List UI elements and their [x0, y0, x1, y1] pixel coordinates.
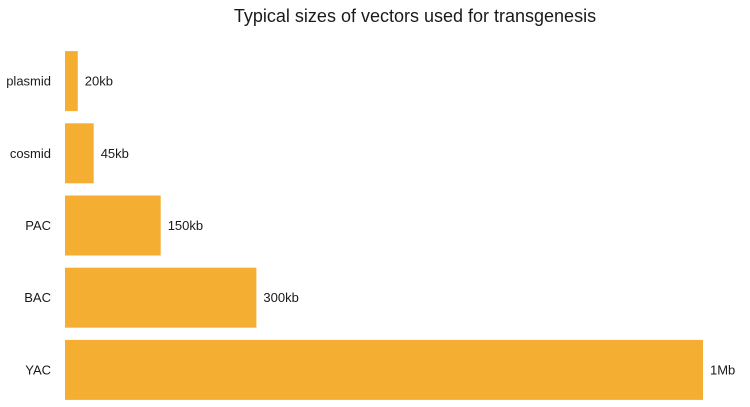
y-axis-tick-labels: plasmid cosmid PAC BAC YAC [6, 74, 51, 378]
data-label-yac: 1Mb [710, 362, 735, 377]
y-tick-label-plasmid: plasmid [6, 74, 51, 89]
chart-title: Typical sizes of vectors used for transg… [234, 6, 596, 26]
y-tick-label-yac: YAC [25, 362, 51, 377]
y-tick-label-cosmid: cosmid [10, 146, 51, 161]
bar-plasmid [65, 51, 78, 112]
data-label-pac: 150kb [168, 218, 203, 233]
data-labels: 20kb 45kb 150kb 300kb 1Mb [85, 74, 736, 378]
data-label-bac: 300kb [263, 290, 298, 305]
bar-bac [65, 267, 257, 328]
data-label-plasmid: 20kb [85, 74, 113, 89]
bar-cosmid [65, 123, 94, 184]
data-label-cosmid: 45kb [101, 146, 129, 161]
y-tick-label-pac: PAC [25, 218, 51, 233]
bars-layer [65, 51, 703, 400]
y-tick-label-bac: BAC [24, 290, 51, 305]
bar-pac [65, 195, 161, 256]
bar-yac [65, 339, 703, 400]
